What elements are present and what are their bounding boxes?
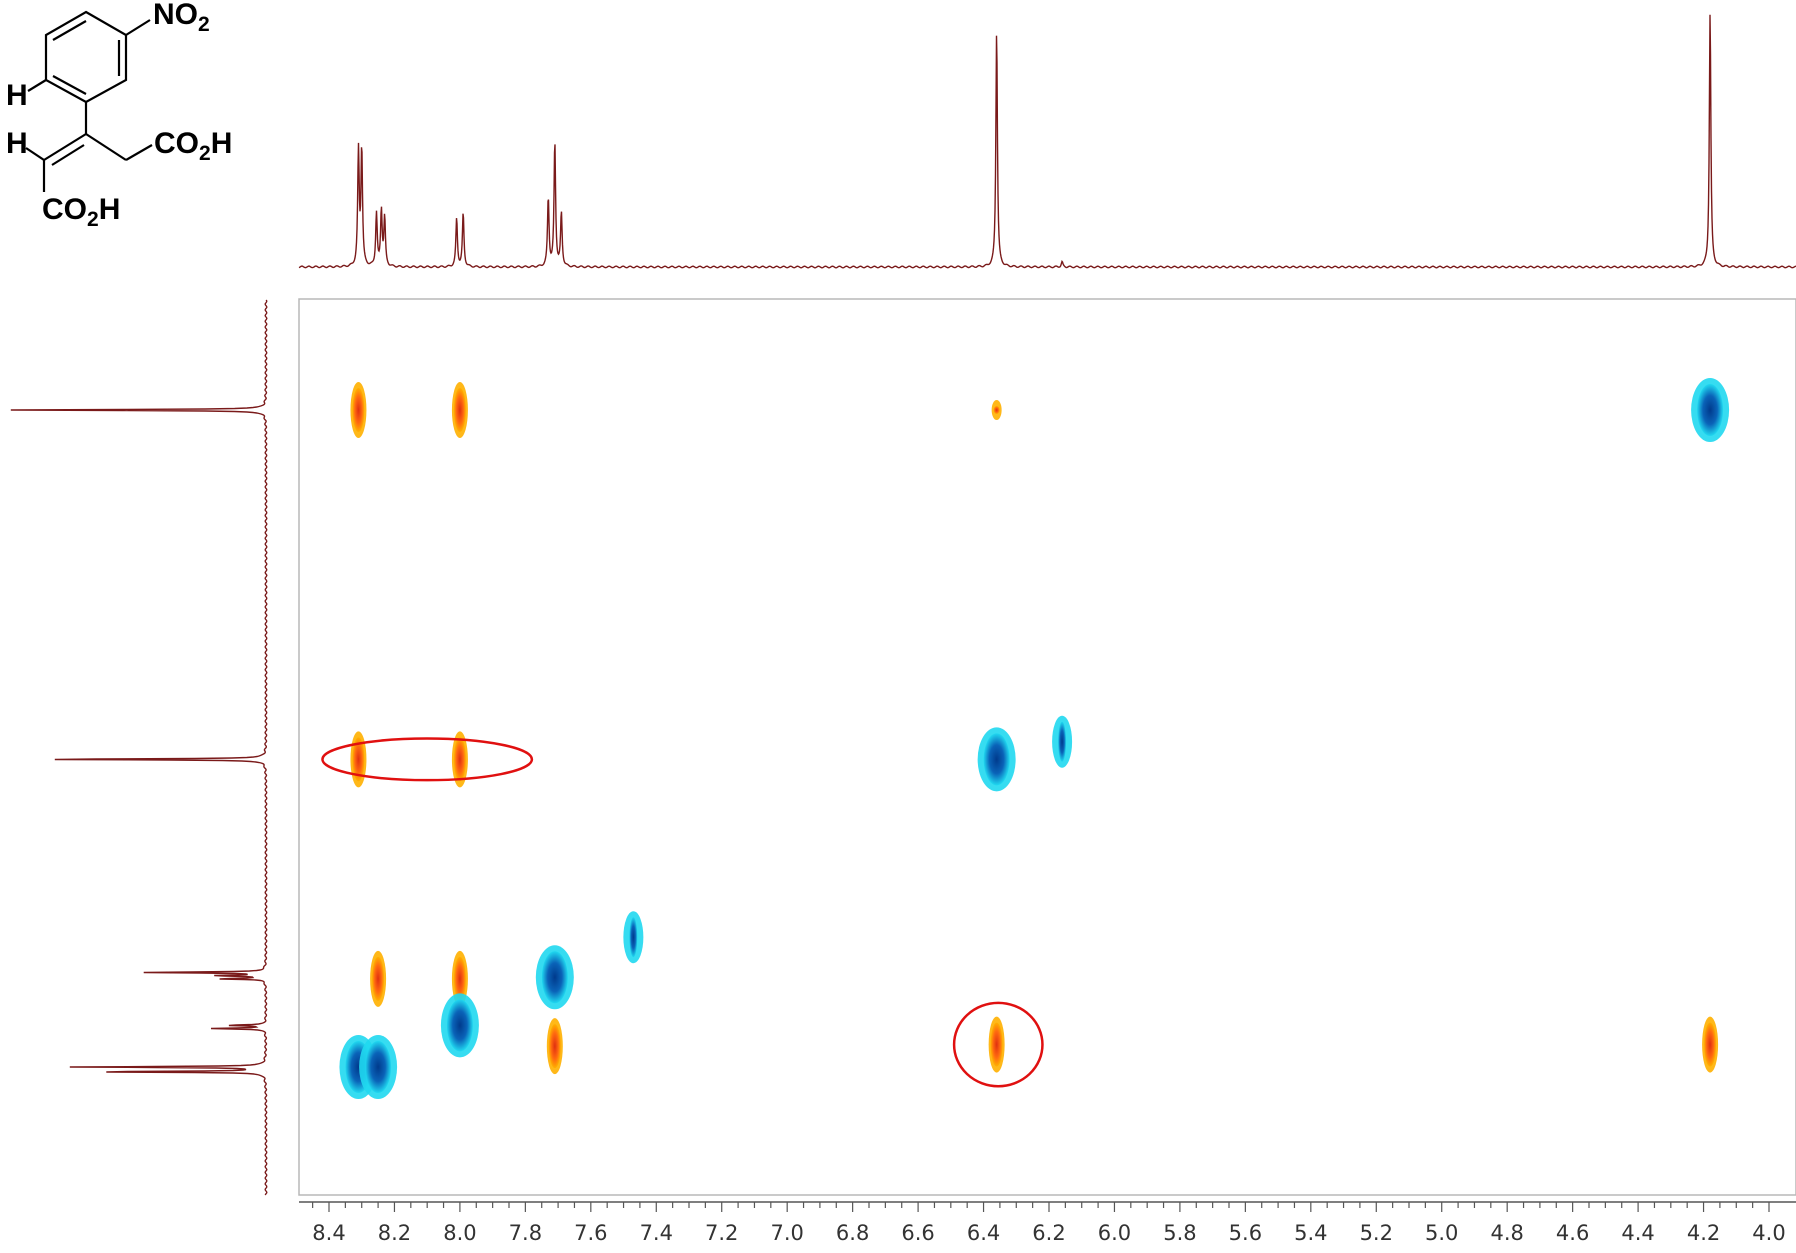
positive-cross-peak: [352, 388, 365, 432]
negative-cross-peak: [446, 999, 473, 1052]
negative-cross-peak: [629, 917, 638, 958]
ring-double-bond: [52, 75, 87, 95]
highlight-ellipse: [321, 737, 534, 782]
negative-cross-peak: [541, 951, 568, 1004]
aryl-h-bond: [27, 79, 47, 92]
left-projection: [10, 299, 268, 1196]
positive-cross-peak: [993, 406, 1000, 414]
x-tick-label: 4.4: [1621, 1221, 1654, 1245]
benzene-ring: [44, 10, 128, 104]
ring-double-bond: [52, 20, 87, 41]
negative-cross-peak: [983, 733, 1010, 786]
aryl-h-label: H: [6, 79, 28, 112]
x-tick-label: 8.2: [378, 1221, 411, 1245]
positive-cross-peak: [1704, 1022, 1717, 1067]
x-tick-label: 4.2: [1687, 1221, 1720, 1245]
x-tick-label: 7.0: [770, 1221, 803, 1245]
acid-b-label: CO2H: [42, 193, 120, 231]
positive-cross-peak: [453, 388, 466, 432]
annotations: [321, 737, 1044, 1088]
x-tick-label: 6.0: [1098, 1221, 1131, 1245]
x-tick-label: 5.4: [1294, 1221, 1327, 1245]
vinyl-h-bond: [25, 147, 45, 161]
highlight-ellipse: [952, 1001, 1044, 1088]
x-tick-label: 5.8: [1163, 1221, 1196, 1245]
positive-cross-peak: [990, 1022, 1003, 1067]
x-tick-label: 8.4: [312, 1221, 345, 1245]
ch2-bond: [85, 133, 127, 161]
x-tick-label: 7.2: [705, 1221, 738, 1245]
plot-frame: [298, 298, 1796, 1196]
vinyl-double-bond: [43, 133, 87, 161]
x-tick-label: 7.4: [640, 1221, 673, 1245]
vinyl-double-bond: [51, 144, 85, 166]
x-tick-label: 7.6: [574, 1221, 607, 1245]
molecule-structure: [25, 10, 153, 192]
top-projection: [298, 14, 1796, 269]
x-tick-label: 6.8: [836, 1221, 869, 1245]
acid-a-bond: [125, 144, 153, 161]
negative-cross-peak: [1058, 721, 1067, 762]
nitro-label: NO2: [153, 0, 210, 36]
x-tick-label: 5.2: [1360, 1221, 1393, 1245]
x-tick-label: 7.8: [509, 1221, 542, 1245]
negative-cross-peak: [1697, 384, 1724, 436]
x-tick-label: 6.6: [901, 1221, 934, 1245]
x-tick-label: 4.8: [1490, 1221, 1523, 1245]
x-tick-label: 8.0: [443, 1221, 476, 1245]
positive-cross-peak: [453, 956, 466, 1001]
positive-cross-peak: [453, 737, 466, 782]
negative-cross-peak: [365, 1041, 392, 1093]
vinyl-h-label: H: [6, 127, 28, 160]
x-tick-label: 6.4: [967, 1221, 1000, 1245]
x-tick-label: 6.2: [1032, 1221, 1065, 1245]
positive-cross-peak: [548, 1024, 561, 1069]
x-tick-label: 5.0: [1425, 1221, 1458, 1245]
x-tick-label: 4.0: [1752, 1221, 1785, 1245]
molecule-labels: NO2 H H CO2H CO2H: [6, 0, 232, 231]
acid-a-label: CO2H: [154, 127, 232, 165]
positive-cross-peak: [352, 737, 365, 782]
nitro-bond: [125, 19, 151, 36]
top-spectrum-trace: [298, 14, 1796, 269]
positive-cross-peak: [372, 956, 385, 1001]
x-tick-label: 5.6: [1229, 1221, 1262, 1245]
x-axis: 8.4 8.2 8.0 7.8 7.6 7.4 7.2 7.0 6.8 6.6 6.4 6.2 6.0 5…: [299, 1201, 1796, 1245]
left-spectrum-trace: [10, 299, 268, 1196]
cross-peaks: [339, 378, 1730, 1099]
x-tick-label: 4.6: [1556, 1221, 1589, 1245]
